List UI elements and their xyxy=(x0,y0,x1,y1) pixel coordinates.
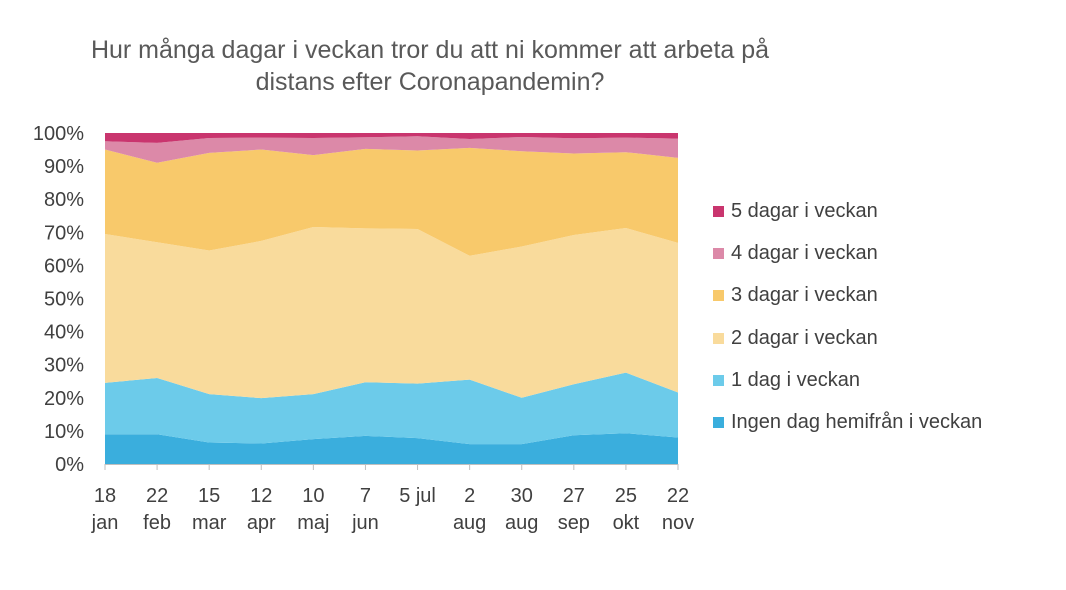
x-tick-label: 15 xyxy=(198,485,220,507)
x-tick-label: feb xyxy=(143,512,171,534)
x-tick-label: 2 xyxy=(464,485,475,507)
x-tick-label: 5 jul xyxy=(399,485,436,507)
x-tick-label: 25 xyxy=(615,485,637,507)
chart-title-line-2: distans efter Coronapandemin? xyxy=(255,68,605,96)
x-tick-label: 22 xyxy=(146,485,168,507)
area-series-4 xyxy=(105,147,678,256)
x-tick-label: 22 xyxy=(667,485,689,507)
chart-legend: 5 dagar i veckan 4 dagar i veckan 3 dagar … xyxy=(713,190,982,444)
y-tick-label: 70% xyxy=(44,222,84,244)
chart-title: Hur många dagar i veckan tror du att ni … xyxy=(70,34,790,98)
x-tick-label: apr xyxy=(247,512,276,534)
legend-swatch xyxy=(713,417,724,429)
x-tick-label: 27 xyxy=(563,485,585,507)
legend-swatch xyxy=(713,374,724,386)
legend-label: Ingen dag hemifrån i veckan xyxy=(731,411,983,434)
legend-swatch xyxy=(713,247,724,259)
x-tick-label: sep xyxy=(558,512,590,534)
area-series-5 xyxy=(105,136,678,163)
y-tick-label: 80% xyxy=(44,189,84,211)
x-tick-label: okt xyxy=(613,512,640,534)
legend-item: 5 dagar i veckan xyxy=(713,190,982,232)
y-tick-label: 20% xyxy=(44,388,84,410)
x-tick-label: nov xyxy=(662,512,694,534)
x-tick-label: jan xyxy=(91,512,119,534)
legend-item: 2 dagar i veckan xyxy=(713,317,982,359)
area-series-2 xyxy=(105,372,678,445)
legend-item: Ingen dag hemifrån i veckan xyxy=(713,401,982,443)
y-tick-label: 60% xyxy=(44,255,84,277)
legend-item: 1 dag i veckan xyxy=(713,359,982,401)
area-series-1 xyxy=(105,433,678,464)
legend-label: 5 dagar i veckan xyxy=(731,199,878,222)
x-tick-label: aug xyxy=(505,512,538,534)
y-tick-label: 90% xyxy=(44,156,84,178)
y-tick-label: 30% xyxy=(44,355,84,377)
area-series-group xyxy=(105,133,678,464)
legend-swatch xyxy=(713,205,724,217)
x-tick-label: 10 xyxy=(302,485,324,507)
x-tick-label: jun xyxy=(351,512,379,534)
area-series-6 xyxy=(105,133,678,143)
x-tick-label: maj xyxy=(297,512,329,534)
legend-label: 4 dagar i veckan xyxy=(731,241,878,264)
legend-item: 4 dagar i veckan xyxy=(713,232,982,274)
area-series-3 xyxy=(105,227,678,399)
x-tick-label: 30 xyxy=(511,485,533,507)
x-tick-label: 18 xyxy=(94,485,116,507)
legend-label: 1 dag i veckan xyxy=(731,368,860,391)
legend-label: 2 dagar i veckan xyxy=(731,326,878,349)
chart-title-line-1: Hur många dagar i veckan tror du att ni … xyxy=(90,36,770,64)
x-tick-label: mar xyxy=(192,512,227,534)
x-tick-label: 7 xyxy=(360,485,371,507)
x-tick-label: aug xyxy=(453,512,486,534)
legend-item: 3 dagar i veckan xyxy=(713,275,982,317)
legend-label: 3 dagar i veckan xyxy=(731,284,878,307)
y-tick-label: 50% xyxy=(44,289,84,311)
y-tick-label: 40% xyxy=(44,322,84,344)
y-tick-label: 0% xyxy=(55,454,84,476)
x-tick-label: 12 xyxy=(250,485,272,507)
legend-swatch xyxy=(713,332,724,344)
legend-swatch xyxy=(713,290,724,302)
y-tick-label: 100% xyxy=(33,123,84,145)
y-tick-label: 10% xyxy=(44,421,84,443)
